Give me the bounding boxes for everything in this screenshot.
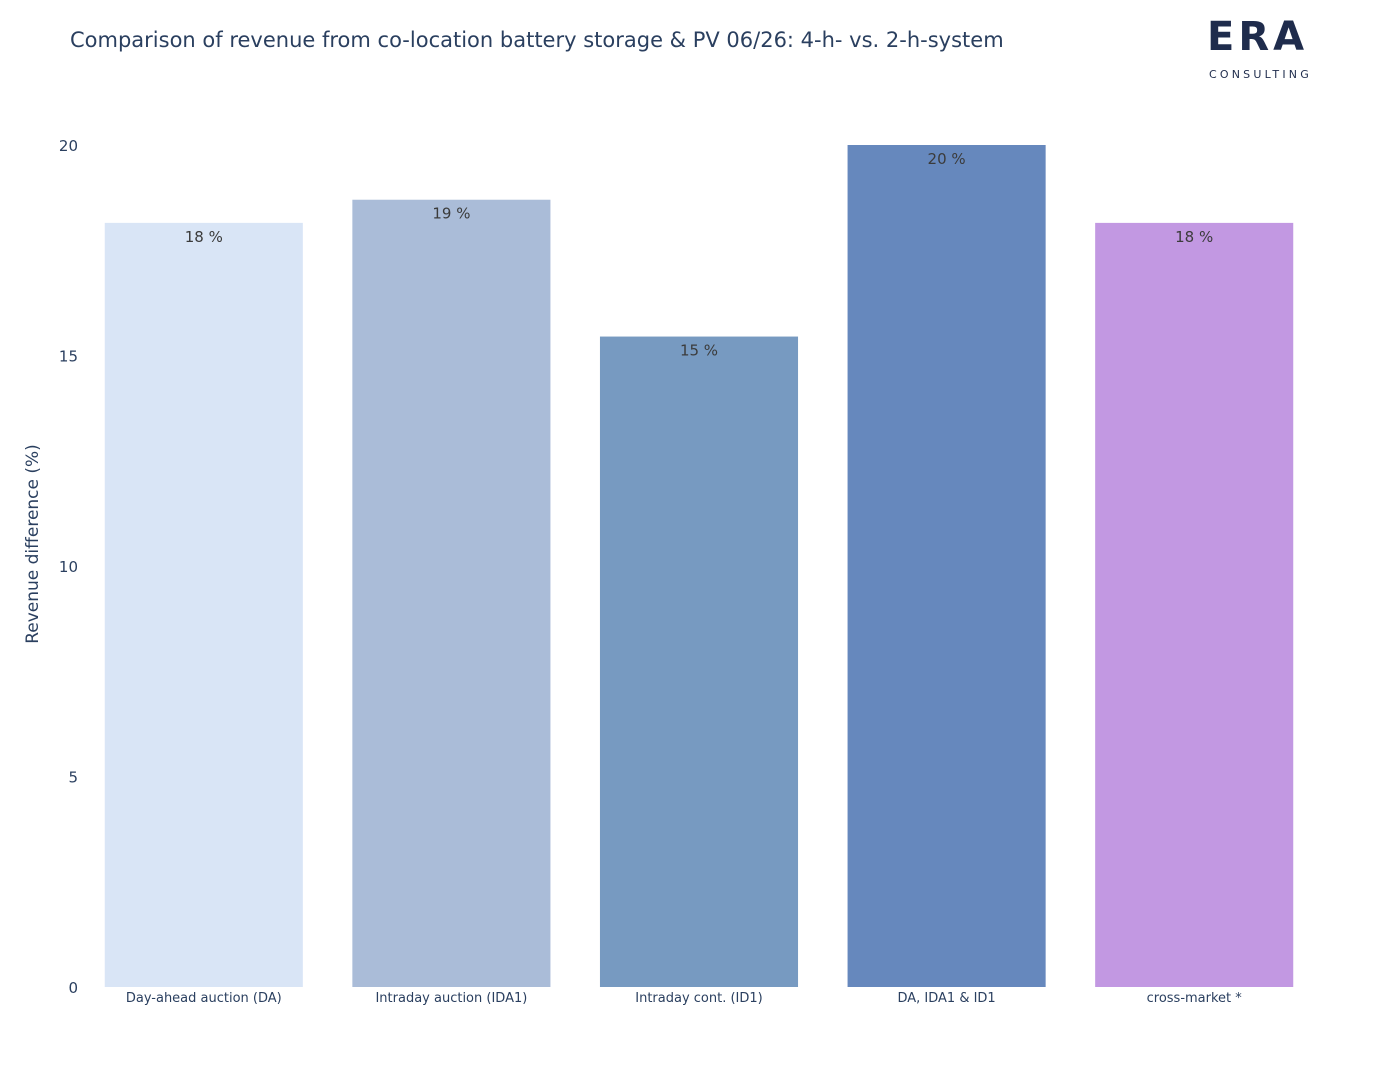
x-tick-label: DA, IDA1 & ID1 <box>897 991 995 1006</box>
y-tick-label: 10 <box>59 558 78 576</box>
x-tick-label: Intraday cont. (ID1) <box>635 991 763 1006</box>
logo-subtext: CONSULTING <box>1209 68 1312 81</box>
bar-data-label: 18 % <box>1175 228 1213 246</box>
x-tick-label: Day-ahead auction (DA) <box>126 991 282 1006</box>
x-axis: Day-ahead auction (DA) Intraday auction (… <box>126 991 1242 1006</box>
bar-data-label: 15 % <box>680 342 718 360</box>
era-consulting-logo: ERA CONSULTING <box>1207 14 1323 82</box>
bar[interactable] <box>599 336 799 987</box>
y-tick-label: 20 <box>59 137 78 155</box>
bar[interactable] <box>1095 222 1294 987</box>
bar[interactable] <box>104 222 303 987</box>
bar[interactable] <box>352 199 551 988</box>
bar-data-label: 20 % <box>928 150 966 168</box>
y-tick-label: 15 <box>59 348 78 366</box>
y-axis: 0 5 10 15 20 <box>59 137 78 997</box>
y-tick-label: 0 <box>68 979 78 997</box>
y-tick-label: 5 <box>68 769 78 787</box>
bar[interactable] <box>847 145 1046 987</box>
y-axis-label: Revenue difference (%) <box>23 444 43 644</box>
logo-mark: ERA <box>1207 14 1309 60</box>
chart-title: Comparison of revenue from co-location b… <box>70 28 1004 52</box>
x-tick-label: Intraday auction (IDA1) <box>375 991 527 1006</box>
x-tick-label: cross-market * <box>1147 991 1243 1006</box>
bar-data-label: 19 % <box>432 205 470 223</box>
bar-data-label: 18 % <box>185 228 223 246</box>
bars: 18 % 19 % 15 % 20 % 18 % <box>104 145 1294 988</box>
